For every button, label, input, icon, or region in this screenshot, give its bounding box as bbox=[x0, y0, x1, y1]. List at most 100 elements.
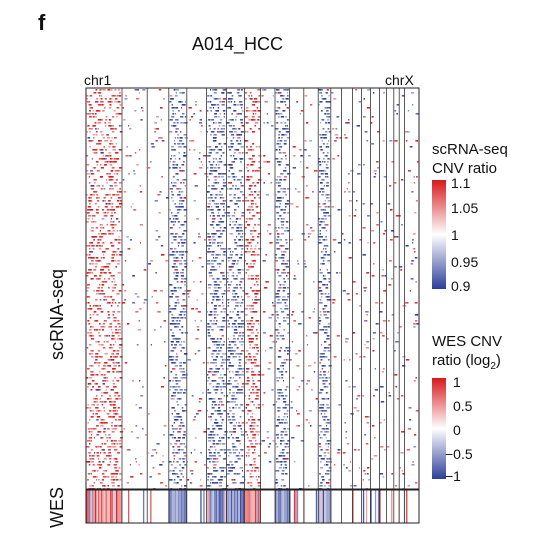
heatmap-cell bbox=[92, 134, 95, 136]
wes-cell bbox=[318, 490, 320, 523]
heatmap-cell bbox=[282, 398, 285, 400]
heatmap-cell bbox=[275, 254, 278, 256]
heatmap-cell bbox=[324, 113, 326, 115]
heatmap-cell bbox=[152, 467, 155, 469]
heatmap-cell bbox=[333, 464, 336, 466]
heatmap-cell bbox=[227, 248, 230, 250]
heatmap-cell bbox=[348, 257, 352, 259]
heatmap-cell bbox=[156, 128, 159, 130]
heatmap-cell bbox=[207, 437, 211, 439]
heatmap-cell bbox=[109, 101, 113, 103]
heatmap-cell bbox=[245, 455, 247, 457]
heatmap-cell bbox=[261, 440, 265, 442]
heatmap-cell bbox=[109, 188, 111, 190]
heatmap-cell bbox=[105, 116, 108, 118]
heatmap-cell bbox=[107, 230, 111, 232]
heatmap-cell bbox=[216, 386, 220, 388]
heatmap-cell bbox=[327, 158, 330, 160]
heatmap-cell bbox=[237, 458, 241, 460]
wes-cell bbox=[284, 490, 286, 523]
heatmap-cell bbox=[99, 284, 101, 286]
heatmap-cell bbox=[212, 476, 215, 478]
heatmap-cell bbox=[320, 221, 323, 223]
heatmap-cell bbox=[328, 131, 332, 133]
heatmap-cell bbox=[148, 413, 150, 415]
heatmap-cell bbox=[246, 164, 250, 166]
heatmap-cell bbox=[98, 461, 101, 463]
heatmap-cell bbox=[253, 404, 256, 406]
heatmap-cell bbox=[350, 485, 353, 487]
heatmap-cell bbox=[250, 266, 254, 268]
heatmap-cell bbox=[272, 302, 274, 304]
heatmap-cell bbox=[98, 350, 100, 352]
heatmap-cell bbox=[276, 239, 279, 241]
heatmap-cell bbox=[199, 167, 203, 169]
heatmap-cell bbox=[210, 167, 214, 169]
wes-cell bbox=[242, 490, 245, 523]
heatmap-cell bbox=[154, 128, 158, 130]
heatmap-cell bbox=[179, 287, 182, 289]
heatmap-cell bbox=[220, 242, 224, 244]
heatmap-cell bbox=[213, 290, 216, 292]
wes-legend-title-line1: WES CNV bbox=[432, 333, 503, 350]
heatmap-cell bbox=[248, 395, 251, 397]
heatmap-cell bbox=[411, 260, 415, 262]
heatmap-cell bbox=[111, 242, 114, 244]
heatmap-cell bbox=[212, 233, 216, 235]
heatmap-cell bbox=[207, 263, 211, 265]
heatmap-cell bbox=[325, 296, 328, 298]
heatmap-cell bbox=[87, 368, 90, 370]
heatmap-cell bbox=[177, 431, 181, 433]
heatmap-cell bbox=[281, 257, 284, 259]
heatmap-cell bbox=[159, 290, 163, 292]
heatmap-cell bbox=[173, 395, 177, 397]
heatmap-cell bbox=[239, 158, 243, 160]
heatmap-cell bbox=[245, 356, 248, 358]
heatmap-cell bbox=[328, 383, 331, 385]
heatmap-cell bbox=[293, 155, 296, 157]
heatmap-cell bbox=[269, 224, 271, 226]
heatmap-cell bbox=[229, 383, 232, 385]
heatmap-cell bbox=[248, 275, 250, 277]
heatmap-cell bbox=[115, 479, 119, 481]
heatmap-cell bbox=[325, 131, 328, 133]
heatmap-cell bbox=[232, 251, 234, 253]
heatmap-cell bbox=[173, 479, 176, 481]
heatmap-cell bbox=[93, 269, 97, 271]
heatmap-cell bbox=[133, 173, 136, 175]
heatmap-cell bbox=[255, 335, 258, 337]
heatmap-cell bbox=[376, 212, 379, 214]
heatmap-cell bbox=[212, 341, 215, 343]
heatmap-cell bbox=[211, 407, 215, 409]
heatmap-cell bbox=[228, 206, 230, 208]
heatmap-cell bbox=[110, 197, 113, 199]
heatmap-cell bbox=[245, 383, 248, 385]
heatmap-cell bbox=[321, 377, 325, 379]
heatmap-cell bbox=[176, 353, 178, 355]
heatmap-cell bbox=[89, 305, 91, 307]
heatmap-cell bbox=[228, 452, 232, 454]
heatmap-cell bbox=[96, 374, 99, 376]
heatmap-cell bbox=[247, 251, 251, 253]
heatmap-cell bbox=[236, 113, 240, 115]
heatmap-cell bbox=[96, 131, 98, 133]
heatmap-cell bbox=[116, 461, 119, 463]
heatmap-cell bbox=[380, 401, 385, 403]
heatmap-cell bbox=[217, 107, 220, 109]
heatmap-cell bbox=[92, 263, 95, 265]
heatmap-cell bbox=[415, 140, 418, 142]
heatmap-cell bbox=[213, 389, 216, 391]
heatmap-cell bbox=[268, 173, 270, 175]
wes-cell bbox=[206, 490, 208, 523]
heatmap-cell bbox=[279, 143, 282, 145]
heatmap-cell bbox=[276, 239, 279, 241]
heatmap-cell bbox=[318, 455, 322, 457]
heatmap-cell bbox=[164, 485, 168, 487]
heatmap-cell bbox=[411, 191, 414, 193]
heatmap-cell bbox=[201, 125, 203, 127]
heatmap-cell bbox=[96, 209, 99, 211]
heatmap-cell bbox=[134, 110, 137, 112]
heatmap-cell bbox=[252, 299, 253, 301]
heatmap-cell bbox=[222, 458, 225, 460]
heatmap-cell bbox=[117, 395, 121, 397]
